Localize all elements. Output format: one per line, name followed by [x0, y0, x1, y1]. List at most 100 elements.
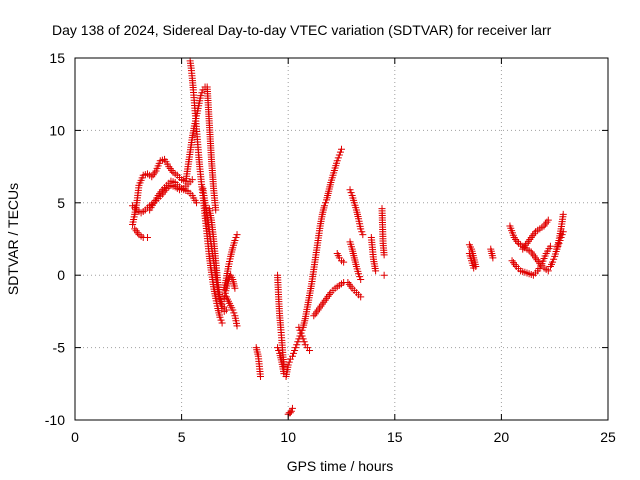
data-point [287, 407, 295, 415]
data-point [143, 234, 151, 242]
series-segment [146, 177, 201, 214]
x-tick-label: 15 [387, 429, 403, 445]
series-segment [182, 83, 220, 214]
data-point [198, 89, 206, 97]
series-segment [380, 271, 388, 279]
series-segment [274, 271, 288, 370]
data-marks [129, 57, 567, 418]
series-segment [465, 249, 478, 272]
plot-area [129, 57, 567, 418]
data-point [340, 258, 348, 266]
series-segment [333, 249, 348, 266]
data-point [556, 236, 564, 244]
series-segment [252, 344, 264, 381]
series-segment [487, 245, 497, 262]
y-tick-label: 15 [49, 50, 65, 66]
y-axis-label: SDTVAR / TECUs [5, 183, 21, 295]
data-point [188, 176, 196, 184]
x-tick-label: 25 [600, 429, 616, 445]
x-axis-label: GPS time / hours [287, 458, 394, 474]
data-point [193, 199, 201, 207]
data-point [233, 322, 241, 330]
data-point [346, 186, 354, 194]
data-point [559, 210, 567, 218]
series-segment [367, 234, 380, 275]
data-point [357, 225, 365, 233]
data-point [355, 270, 363, 278]
y-tick-label: 5 [57, 195, 65, 211]
data-point [275, 346, 283, 354]
data-point [217, 316, 225, 324]
x-tick-label: 0 [71, 429, 79, 445]
data-point [290, 349, 298, 357]
data-point [557, 234, 565, 242]
series-segment [346, 238, 365, 284]
data-point [336, 148, 344, 156]
data-point [212, 206, 220, 214]
data-point [291, 346, 299, 354]
data-point [553, 245, 561, 253]
axis-ticks: 0 5 10 15 20 25 -10 -5 0 5 10 15 [45, 50, 616, 445]
y-tick-label: -10 [45, 412, 65, 428]
data-point [554, 242, 562, 250]
data-point [230, 309, 238, 317]
y-tick-label: -5 [53, 340, 66, 356]
data-point [334, 154, 342, 162]
data-point [544, 216, 552, 224]
grid [75, 58, 608, 420]
series-segment [295, 323, 314, 354]
data-point [229, 306, 237, 314]
data-point [274, 344, 282, 352]
data-point [546, 242, 554, 250]
data-point [288, 352, 296, 360]
data-point [338, 145, 345, 153]
data-point [306, 346, 314, 354]
data-point [335, 151, 343, 159]
data-point [357, 276, 365, 284]
series-segment [205, 205, 230, 314]
series-segment [519, 216, 552, 253]
data-point [256, 373, 264, 381]
plot-frame [74, 57, 609, 421]
data-point [284, 361, 292, 369]
data-point [544, 267, 552, 275]
data-point [489, 254, 497, 262]
series-segment [310, 278, 348, 320]
data-point [288, 404, 296, 412]
data-point [293, 341, 301, 349]
data-point [549, 258, 557, 266]
data-point [216, 313, 224, 321]
x-tick-label: 10 [280, 429, 296, 445]
data-point [231, 284, 239, 292]
data-point [299, 335, 307, 343]
data-point [359, 231, 367, 239]
series-segment [222, 293, 241, 330]
series-segment [344, 278, 365, 301]
data-point [357, 293, 365, 301]
data-point [292, 344, 300, 352]
data-point [558, 231, 566, 239]
series-segment [553, 228, 567, 253]
data-point [232, 234, 240, 242]
data-point [358, 228, 366, 236]
data-point [380, 251, 388, 259]
data-point [233, 231, 241, 239]
data-point [372, 267, 380, 275]
data-point [347, 189, 355, 197]
data-point [295, 323, 303, 331]
data-point [231, 236, 239, 244]
data-point [296, 326, 304, 334]
data-point [300, 338, 308, 346]
y-tick-label: 0 [57, 267, 65, 283]
data-point [555, 239, 563, 247]
data-point [298, 332, 306, 340]
data-point [380, 271, 388, 279]
chart-title: Day 138 of 2024, Sidereal Day-to-day VTE… [52, 22, 552, 38]
data-point [286, 409, 294, 417]
series-segment [220, 271, 239, 302]
data-point [550, 255, 558, 263]
x-tick-label: 20 [494, 429, 510, 445]
data-point [297, 329, 305, 337]
data-point [320, 202, 328, 210]
